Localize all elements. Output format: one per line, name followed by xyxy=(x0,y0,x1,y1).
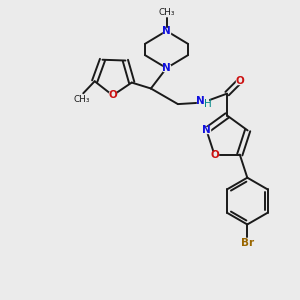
Text: CH₃: CH₃ xyxy=(158,8,175,17)
Bar xyxy=(197,99,208,106)
Text: H: H xyxy=(204,98,212,109)
Text: O: O xyxy=(108,90,117,100)
Bar xyxy=(163,65,170,71)
Bar xyxy=(203,128,210,134)
Bar xyxy=(163,28,170,34)
Text: Br: Br xyxy=(241,238,254,248)
Text: N: N xyxy=(162,63,171,73)
Text: O: O xyxy=(235,76,244,86)
Text: O: O xyxy=(210,150,219,160)
Text: CH₃: CH₃ xyxy=(74,95,90,104)
Text: N: N xyxy=(196,96,205,106)
Text: N: N xyxy=(162,26,171,36)
Bar xyxy=(236,78,243,84)
Bar xyxy=(211,152,218,158)
Text: N: N xyxy=(202,125,211,135)
Bar xyxy=(110,92,116,98)
